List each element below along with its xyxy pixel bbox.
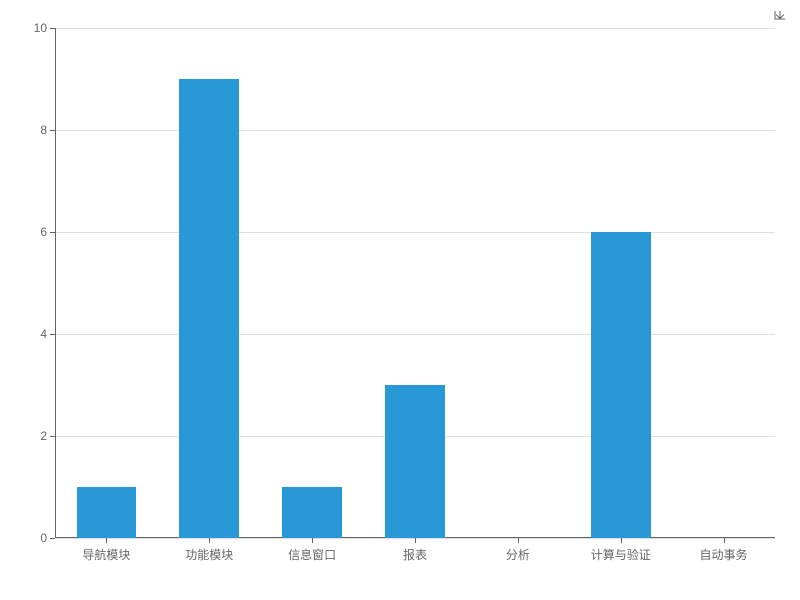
- y-tick-label: 8: [40, 123, 47, 137]
- y-tick-label: 2: [40, 429, 47, 443]
- x-tick-label: 计算与验证: [591, 546, 651, 563]
- bar[interactable]: [77, 487, 137, 538]
- x-tick-label: 报表: [403, 546, 427, 563]
- x-tick-label: 导航模块: [82, 546, 130, 563]
- x-tick-mark: [518, 538, 519, 543]
- y-tick-label: 0: [40, 531, 47, 545]
- bar[interactable]: [591, 232, 651, 538]
- gridline: [55, 232, 775, 233]
- bar[interactable]: [282, 487, 342, 538]
- y-tick-label: 4: [40, 327, 47, 341]
- x-tick-mark: [724, 538, 725, 543]
- x-tick-label: 分析: [506, 546, 530, 563]
- bar[interactable]: [385, 385, 445, 538]
- y-tick-label: 10: [34, 21, 47, 35]
- y-tick-mark: [50, 538, 55, 539]
- x-tick-mark: [415, 538, 416, 543]
- x-tick-label: 信息窗口: [288, 546, 336, 563]
- bar-chart: 0 2 4 6 8 10 导航模块 功能模块 信息窗口 报表 分析 计算与验证 自动事务: [0, 0, 800, 600]
- plot-area: 0246810导航模块功能模块信息窗口报表分析计算与验证自动事务: [55, 28, 775, 538]
- y-tick-label: 6: [40, 225, 47, 239]
- x-tick-mark: [106, 538, 107, 543]
- x-tick-mark: [621, 538, 622, 543]
- y-axis-line: [55, 28, 56, 538]
- gridline: [55, 28, 775, 29]
- x-tick-label: 自动事务: [700, 546, 748, 563]
- gridline: [55, 334, 775, 335]
- x-tick-mark: [312, 538, 313, 543]
- x-tick-mark: [209, 538, 210, 543]
- gridline: [55, 130, 775, 131]
- x-tick-label: 功能模块: [185, 546, 233, 563]
- bar[interactable]: [179, 79, 239, 538]
